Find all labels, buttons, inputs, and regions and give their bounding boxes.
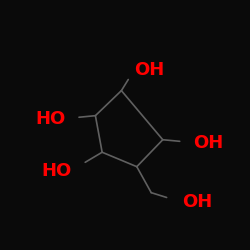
Text: HO: HO — [35, 110, 66, 128]
Text: OH: OH — [134, 62, 164, 80]
Text: OH: OH — [194, 134, 224, 152]
Text: HO: HO — [41, 162, 71, 180]
Text: OH: OH — [182, 193, 212, 211]
